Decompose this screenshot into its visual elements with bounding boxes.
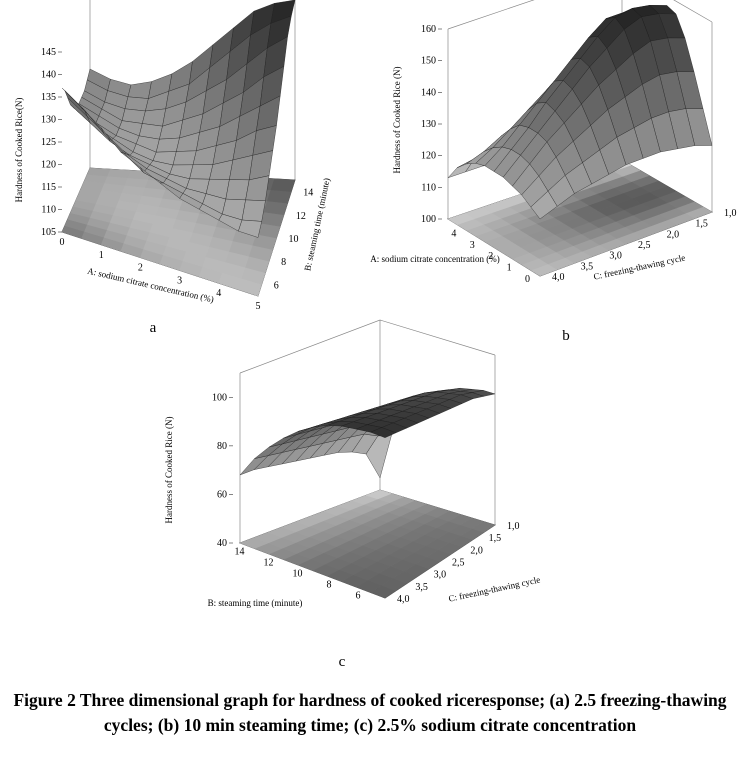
- y-tick-label: 2,5: [452, 558, 465, 569]
- panel-label: b: [562, 328, 570, 344]
- y-tick-label: 3,0: [609, 251, 622, 262]
- contour-cell: [365, 489, 393, 500]
- z-tick-label: 135: [41, 92, 56, 103]
- x-tick-label: 12: [264, 558, 274, 569]
- x-tick-label: 4: [451, 228, 456, 239]
- z-tick-label: 140: [421, 87, 436, 98]
- x-tick-label: 2: [138, 263, 143, 274]
- panel-label: c: [339, 654, 346, 670]
- y-tick-label: 8: [281, 257, 286, 268]
- surface-patch: [142, 108, 166, 127]
- z-tick-label: 125: [41, 137, 56, 148]
- y-tick-label: 2,5: [638, 240, 651, 251]
- z-tick-label: 105: [41, 227, 56, 238]
- y-tick-label: 3,5: [581, 261, 594, 272]
- y-tick-label: 1,0: [507, 521, 520, 532]
- surface-patch: [241, 199, 266, 222]
- x-tick-label: 3: [470, 240, 475, 251]
- response-surface: [447, 5, 713, 220]
- z-tick-label: 120: [41, 160, 56, 171]
- surface-patch: [370, 427, 397, 438]
- contour-cell: [270, 178, 296, 192]
- z-tick-label: 115: [41, 182, 56, 193]
- surface-plot-a: 0123456810121410511011512012513013514014…: [14, 0, 332, 336]
- z-tick-label: 145: [41, 47, 56, 58]
- y-axis-title: C: freezing-thawing cycle: [448, 574, 542, 603]
- z-tick-label: 80: [217, 441, 227, 452]
- x-tick-label: 5: [256, 301, 261, 312]
- y-tick-label: 1,5: [695, 219, 708, 230]
- response-surface: [239, 388, 496, 479]
- y-tick-label: 10: [289, 234, 299, 245]
- surface-patch: [155, 137, 180, 153]
- contour-cells: [239, 489, 496, 599]
- z-tick-label: 110: [421, 182, 436, 193]
- x-tick-label: 0: [60, 237, 65, 248]
- y-tick-label: 2,0: [470, 545, 483, 556]
- x-axis-title: B: steaming time (minute): [208, 598, 303, 608]
- z-tick-label: 150: [421, 56, 436, 67]
- x-tick-label: 4: [216, 288, 221, 299]
- y-tick-label: 4,0: [552, 272, 565, 283]
- surface-patch: [124, 96, 149, 112]
- z-axis-title: Hardness of Cooked Rice (N): [392, 67, 402, 174]
- x-tick-label: 10: [293, 569, 303, 580]
- x-tick-label: 14: [235, 547, 245, 558]
- y-tick-label: 3,0: [434, 570, 447, 581]
- x-tick-label: 8: [327, 580, 332, 591]
- x-tick-label: 3: [177, 275, 182, 286]
- figure-caption: Figure 2 Three dimensional graph for har…: [13, 690, 727, 735]
- x-tick-label: 2: [488, 251, 493, 262]
- contour-cell: [266, 189, 292, 204]
- panel-label: a: [150, 320, 157, 336]
- response-surface: [61, 0, 296, 238]
- x-tick-label: 0: [525, 274, 530, 285]
- z-tick-label: 40: [217, 538, 227, 549]
- x-tick-label: 1: [507, 263, 512, 274]
- x-tick-label: 6: [356, 591, 361, 602]
- y-tick-label: 4,0: [397, 594, 410, 605]
- surface-plot-b: 0 1 2 3 4 1,0 1,5 2,0 2,5 3,0 3,5 4,0 100 110 120 130 14…: [370, 0, 737, 344]
- z-axis-title: Hardness of Cooked Rice(N): [14, 98, 24, 203]
- z-tick-label: 120: [421, 151, 436, 162]
- y-axis-title: C: freezing-thawing cycle: [593, 252, 687, 281]
- tick-labels: 6 8 10 12 14 1,0 1,5 2,0 2,5 3,0 3,5 4,0 40 60 80 100: [212, 392, 520, 605]
- z-tick-label: 130: [41, 115, 56, 126]
- y-tick-label: 1,5: [489, 533, 502, 544]
- z-tick-label: 140: [41, 70, 56, 81]
- y-tick-label: 12: [296, 211, 306, 222]
- x-axis-title: A: sodium citrate concentration (%): [370, 254, 499, 264]
- y-tick-label: 2,0: [667, 229, 680, 240]
- y-tick-label: 6: [274, 280, 279, 291]
- z-tick-label: 130: [421, 119, 436, 130]
- z-axis-title: Hardness of Cooked Rice (N): [164, 417, 174, 524]
- z-tick-label: 60: [217, 489, 227, 500]
- surface-patch: [225, 179, 250, 201]
- axis-box: [239, 319, 496, 543]
- z-tick-label: 110: [41, 205, 56, 216]
- surface-patch: [238, 219, 262, 238]
- surface-plot-c: 6 8 10 12 14 1,0 1,5 2,0 2,5 3,0 3,5 4,0 40 60 80 100 B:…: [164, 319, 542, 670]
- surface-patch: [172, 150, 197, 166]
- contour-cell: [107, 168, 132, 179]
- contour-cell: [86, 167, 111, 177]
- z-tick-label: 160: [421, 24, 436, 35]
- x-tick-label: 1: [99, 250, 104, 261]
- surface-patch: [530, 190, 558, 220]
- tick-labels: 0123456810121410511011512012513013514014…: [41, 47, 313, 312]
- surface-patch: [189, 164, 214, 180]
- z-tick-label: 100: [421, 214, 436, 225]
- box-top-edge: [447, 0, 713, 30]
- surface-patch: [127, 81, 152, 99]
- box-top-edge: [239, 319, 496, 374]
- y-tick-label: 3,5: [415, 582, 428, 593]
- y-tick-label: 1,0: [724, 208, 737, 219]
- y-tick-label: 14: [303, 188, 313, 199]
- tick-labels: 0 1 2 3 4 1,0 1,5 2,0 2,5 3,0 3,5 4,0 100 110 120 130 14…: [421, 24, 737, 285]
- z-tick-label: 100: [212, 392, 227, 403]
